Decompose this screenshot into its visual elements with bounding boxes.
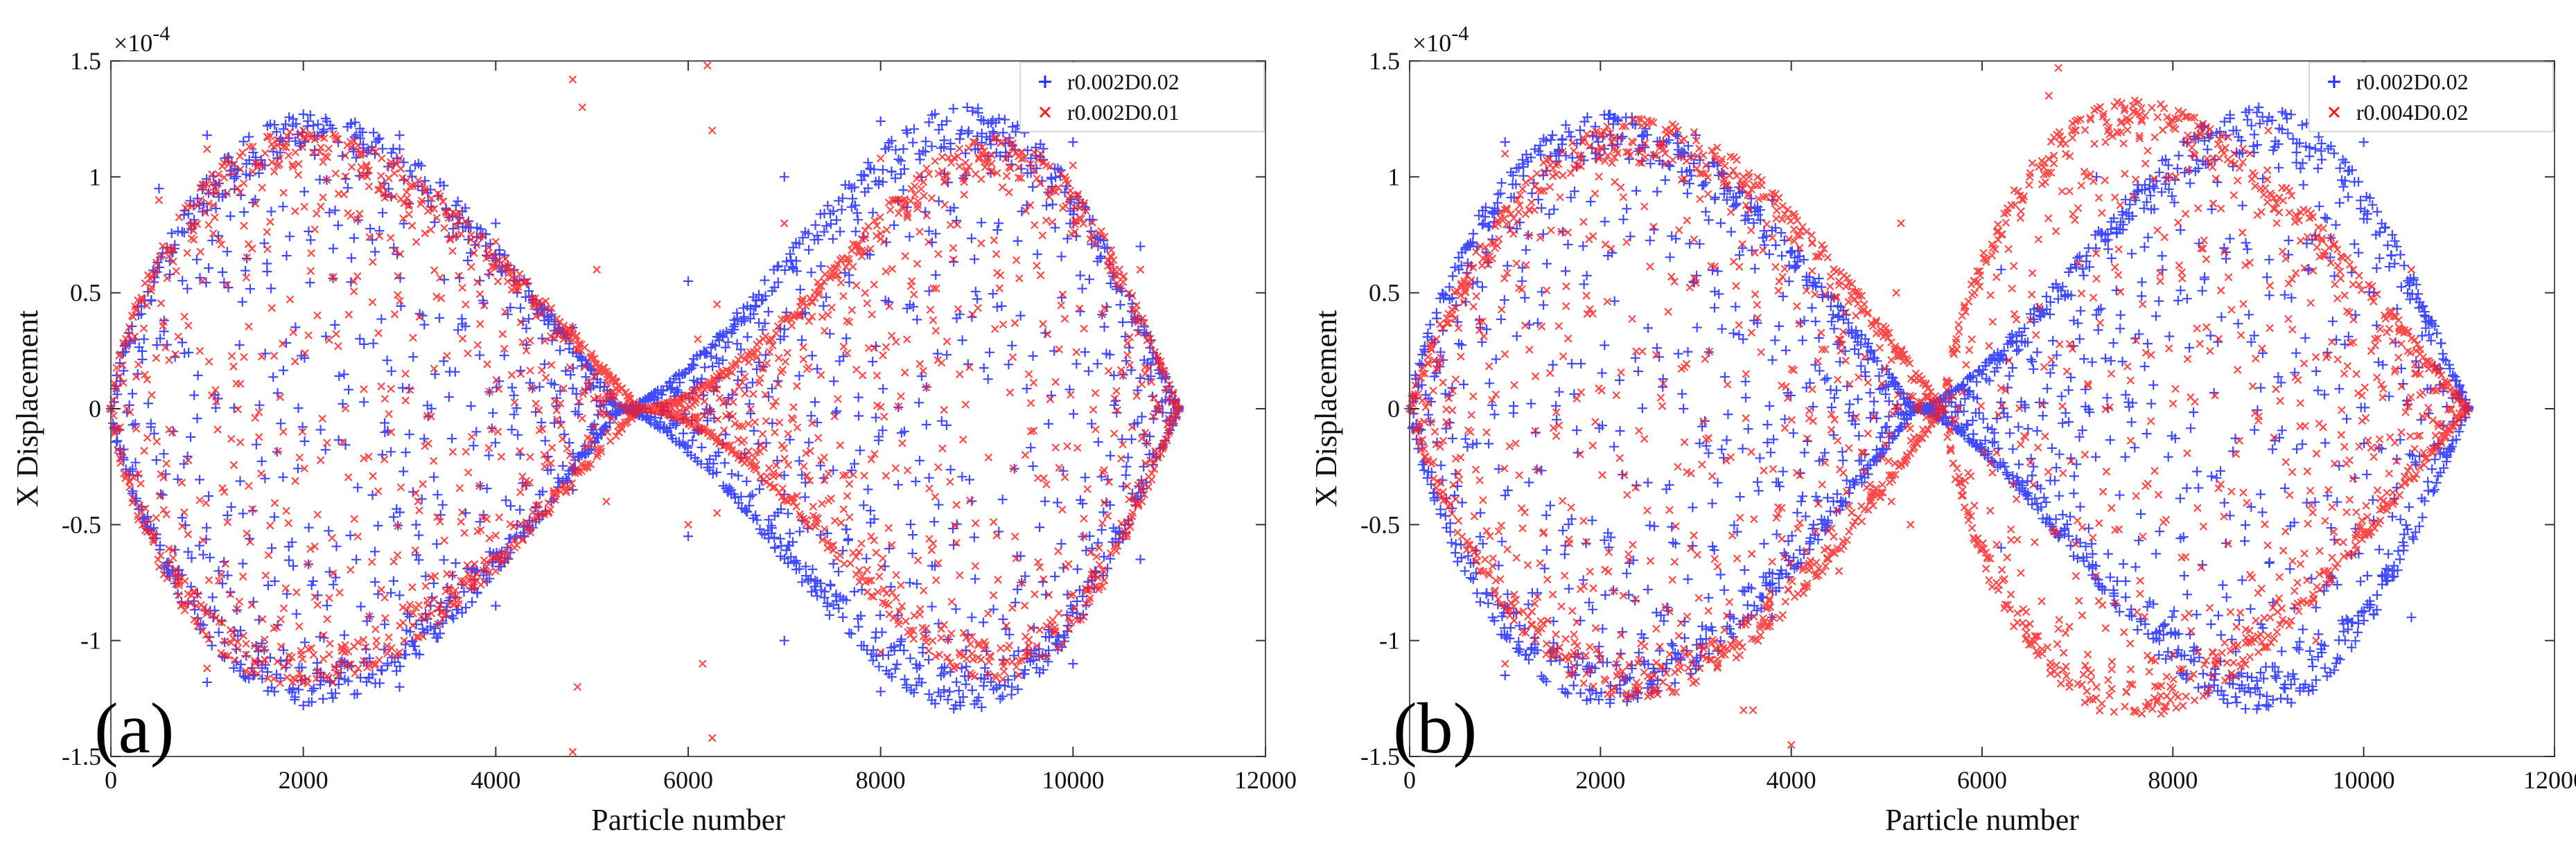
legend-entry-2: r0.002D0.01 bbox=[1067, 100, 1180, 125]
x-tick-label: 0 bbox=[1403, 766, 1416, 794]
chart-panel-b: 0 2000 4000 6000 8000 10000 12000 -1.5 -1 -0.5 0 0.… bbox=[1309, 22, 2576, 837]
legend-marker-1 bbox=[1039, 76, 1051, 88]
y-axis-title: X Displacement bbox=[10, 310, 44, 508]
legend-box bbox=[2308, 62, 2554, 132]
y-exponent-base: ×10 bbox=[114, 29, 152, 57]
x-tick-label: 8000 bbox=[856, 766, 906, 794]
x-tick-label: 10000 bbox=[2333, 766, 2395, 794]
legend: r0.002D0.02 r0.004D0.02 bbox=[2308, 62, 2554, 132]
y-tick-label: 0.5 bbox=[1369, 279, 1400, 307]
plot-area bbox=[1410, 61, 2555, 756]
y-tick-label: -1.5 bbox=[62, 743, 101, 770]
y-tick-label: -0.5 bbox=[1360, 511, 1400, 538]
panel-label: (b) bbox=[1393, 689, 1477, 768]
y-tick-label: -1 bbox=[1379, 627, 1400, 655]
panel-label: (a) bbox=[94, 689, 174, 768]
x-tick-label: 12000 bbox=[1234, 766, 1297, 794]
y-tick-label: 0.5 bbox=[70, 279, 101, 307]
y-exponent-base: ×10 bbox=[1412, 29, 1451, 57]
data-marks bbox=[1404, 64, 2474, 750]
x-tick-label: 6000 bbox=[663, 766, 713, 794]
x-tick-label: 2000 bbox=[1575, 766, 1625, 794]
legend-marker-2 bbox=[1039, 106, 1051, 118]
legend-entry-2: r0.004D0.02 bbox=[2356, 100, 2469, 125]
x-tick-label: 10000 bbox=[1042, 766, 1104, 794]
legend: r0.002D0.02 r0.002D0.01 bbox=[1019, 62, 1265, 132]
y-tick-label: 0 bbox=[1387, 395, 1400, 423]
y-exponent-label: ×10-4 bbox=[1412, 22, 1469, 57]
legend-marker-2 bbox=[2328, 106, 2340, 118]
x-tick-label: 0 bbox=[105, 766, 117, 794]
y-exponent-label: ×10-4 bbox=[114, 22, 170, 57]
x-tick-label: 4000 bbox=[471, 766, 520, 794]
chart-panel-a: 0 2000 4000 6000 8000 10000 12000 -1.5 -1 -0.5 0 0.… bbox=[10, 22, 1297, 837]
x-axis-title: Particle number bbox=[591, 803, 785, 837]
y-tick-label: 1 bbox=[89, 163, 101, 191]
y-axis-title: X Displacement bbox=[1309, 310, 1343, 508]
y-exponent-power: -4 bbox=[152, 22, 170, 45]
legend-entry-1: r0.002D0.02 bbox=[2356, 69, 2469, 94]
x-tick-label: 4000 bbox=[1767, 766, 1816, 794]
x-tick-label: 8000 bbox=[2148, 766, 2198, 794]
y-tick-label: 1.5 bbox=[70, 47, 101, 75]
y-exponent-power: -4 bbox=[1451, 22, 1469, 45]
legend-entry-1: r0.002D0.02 bbox=[1067, 69, 1180, 94]
x-axis-title: Particle number bbox=[1885, 803, 2079, 837]
y-tick-label: 1.5 bbox=[1369, 47, 1400, 75]
y-tick-label: -0.5 bbox=[62, 511, 101, 538]
y-tick-label: -1.5 bbox=[1360, 743, 1400, 770]
y-tick-label: 0 bbox=[89, 395, 101, 423]
legend-marker-1 bbox=[2328, 76, 2340, 88]
x-tick-label: 2000 bbox=[279, 766, 328, 794]
y-tick-label: -1 bbox=[80, 627, 101, 655]
legend-box bbox=[1019, 62, 1265, 132]
y-tick-label: 1 bbox=[1387, 163, 1400, 191]
x-tick-label: 6000 bbox=[1957, 766, 2007, 794]
x-tick-label: 12000 bbox=[2523, 766, 2576, 794]
